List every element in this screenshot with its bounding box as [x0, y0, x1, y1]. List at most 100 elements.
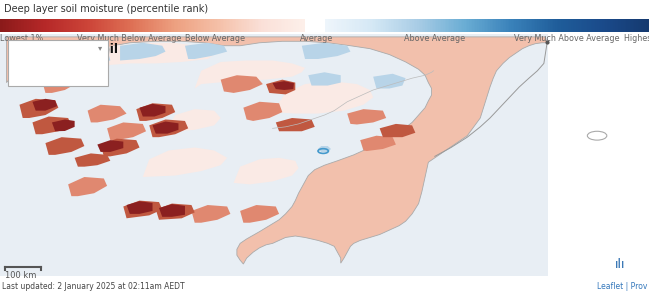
- Polygon shape: [149, 119, 188, 137]
- Bar: [610, 19, 611, 32]
- Bar: [166, 19, 167, 32]
- Bar: [203, 19, 204, 32]
- Bar: [591, 19, 593, 32]
- Bar: [622, 19, 623, 32]
- Bar: [250, 19, 252, 32]
- Bar: [280, 19, 282, 32]
- Bar: [581, 19, 583, 32]
- Bar: [101, 19, 102, 32]
- Bar: [380, 19, 382, 32]
- Bar: [81, 19, 82, 32]
- Polygon shape: [308, 72, 341, 86]
- Bar: [241, 19, 243, 32]
- Bar: [5, 19, 6, 32]
- Bar: [533, 19, 535, 32]
- Bar: [117, 19, 119, 32]
- Bar: [156, 19, 157, 32]
- Bar: [571, 19, 573, 32]
- Bar: [108, 19, 110, 32]
- Bar: [169, 19, 171, 32]
- Bar: [121, 19, 122, 32]
- Bar: [411, 19, 412, 32]
- Bar: [67, 19, 69, 32]
- Bar: [64, 19, 66, 32]
- Bar: [584, 19, 586, 32]
- Bar: [154, 19, 156, 32]
- Polygon shape: [23, 55, 62, 80]
- Text: Very Much Below Average: Very Much Below Average: [77, 34, 181, 43]
- Bar: [535, 19, 537, 32]
- Bar: [617, 19, 618, 32]
- Bar: [51, 19, 52, 32]
- Polygon shape: [97, 140, 123, 152]
- Polygon shape: [88, 105, 127, 122]
- Bar: [456, 19, 458, 32]
- Bar: [140, 19, 142, 32]
- Bar: [509, 19, 511, 32]
- Bar: [52, 19, 53, 32]
- Text: Very Much Above Average: Very Much Above Average: [514, 34, 620, 43]
- Bar: [60, 19, 61, 32]
- Polygon shape: [240, 205, 279, 223]
- Bar: [482, 19, 484, 32]
- Bar: [78, 19, 79, 32]
- Bar: [182, 19, 183, 32]
- Bar: [352, 19, 354, 32]
- Bar: [447, 19, 448, 32]
- Polygon shape: [143, 148, 227, 177]
- Bar: [613, 19, 615, 32]
- Bar: [41, 19, 43, 32]
- Bar: [587, 19, 589, 32]
- Bar: [402, 19, 404, 32]
- Bar: [458, 19, 459, 32]
- Bar: [142, 19, 143, 32]
- Bar: [397, 19, 399, 32]
- Bar: [637, 19, 639, 32]
- Bar: [188, 19, 189, 32]
- Bar: [302, 19, 304, 32]
- Polygon shape: [19, 99, 58, 118]
- Bar: [215, 19, 217, 32]
- Bar: [20, 19, 21, 32]
- Bar: [35, 19, 36, 32]
- Bar: [349, 19, 350, 32]
- Bar: [531, 19, 532, 32]
- Bar: [227, 19, 228, 32]
- Bar: [471, 19, 472, 32]
- Bar: [43, 19, 44, 32]
- Bar: [75, 19, 77, 32]
- Bar: [218, 19, 219, 32]
- Bar: [53, 19, 55, 32]
- Bar: [369, 19, 370, 32]
- Bar: [183, 19, 184, 32]
- Bar: [527, 19, 529, 32]
- Bar: [454, 19, 456, 32]
- Bar: [449, 19, 451, 32]
- Bar: [149, 19, 151, 32]
- Bar: [415, 19, 417, 32]
- Bar: [567, 19, 568, 32]
- Bar: [371, 19, 373, 32]
- Bar: [602, 19, 604, 32]
- Bar: [128, 19, 130, 32]
- Bar: [29, 19, 31, 32]
- Bar: [25, 19, 26, 32]
- Bar: [147, 19, 148, 32]
- Bar: [443, 19, 445, 32]
- Bar: [556, 19, 558, 32]
- Bar: [350, 19, 352, 32]
- Bar: [297, 19, 299, 32]
- Bar: [93, 19, 95, 32]
- Bar: [485, 19, 487, 32]
- Bar: [130, 19, 131, 32]
- Bar: [553, 19, 555, 32]
- Bar: [31, 19, 32, 32]
- Polygon shape: [266, 80, 295, 94]
- Bar: [184, 19, 186, 32]
- Bar: [288, 19, 289, 32]
- Bar: [254, 19, 256, 32]
- Bar: [226, 19, 227, 32]
- Bar: [160, 19, 162, 32]
- Bar: [151, 19, 153, 32]
- Bar: [210, 19, 212, 32]
